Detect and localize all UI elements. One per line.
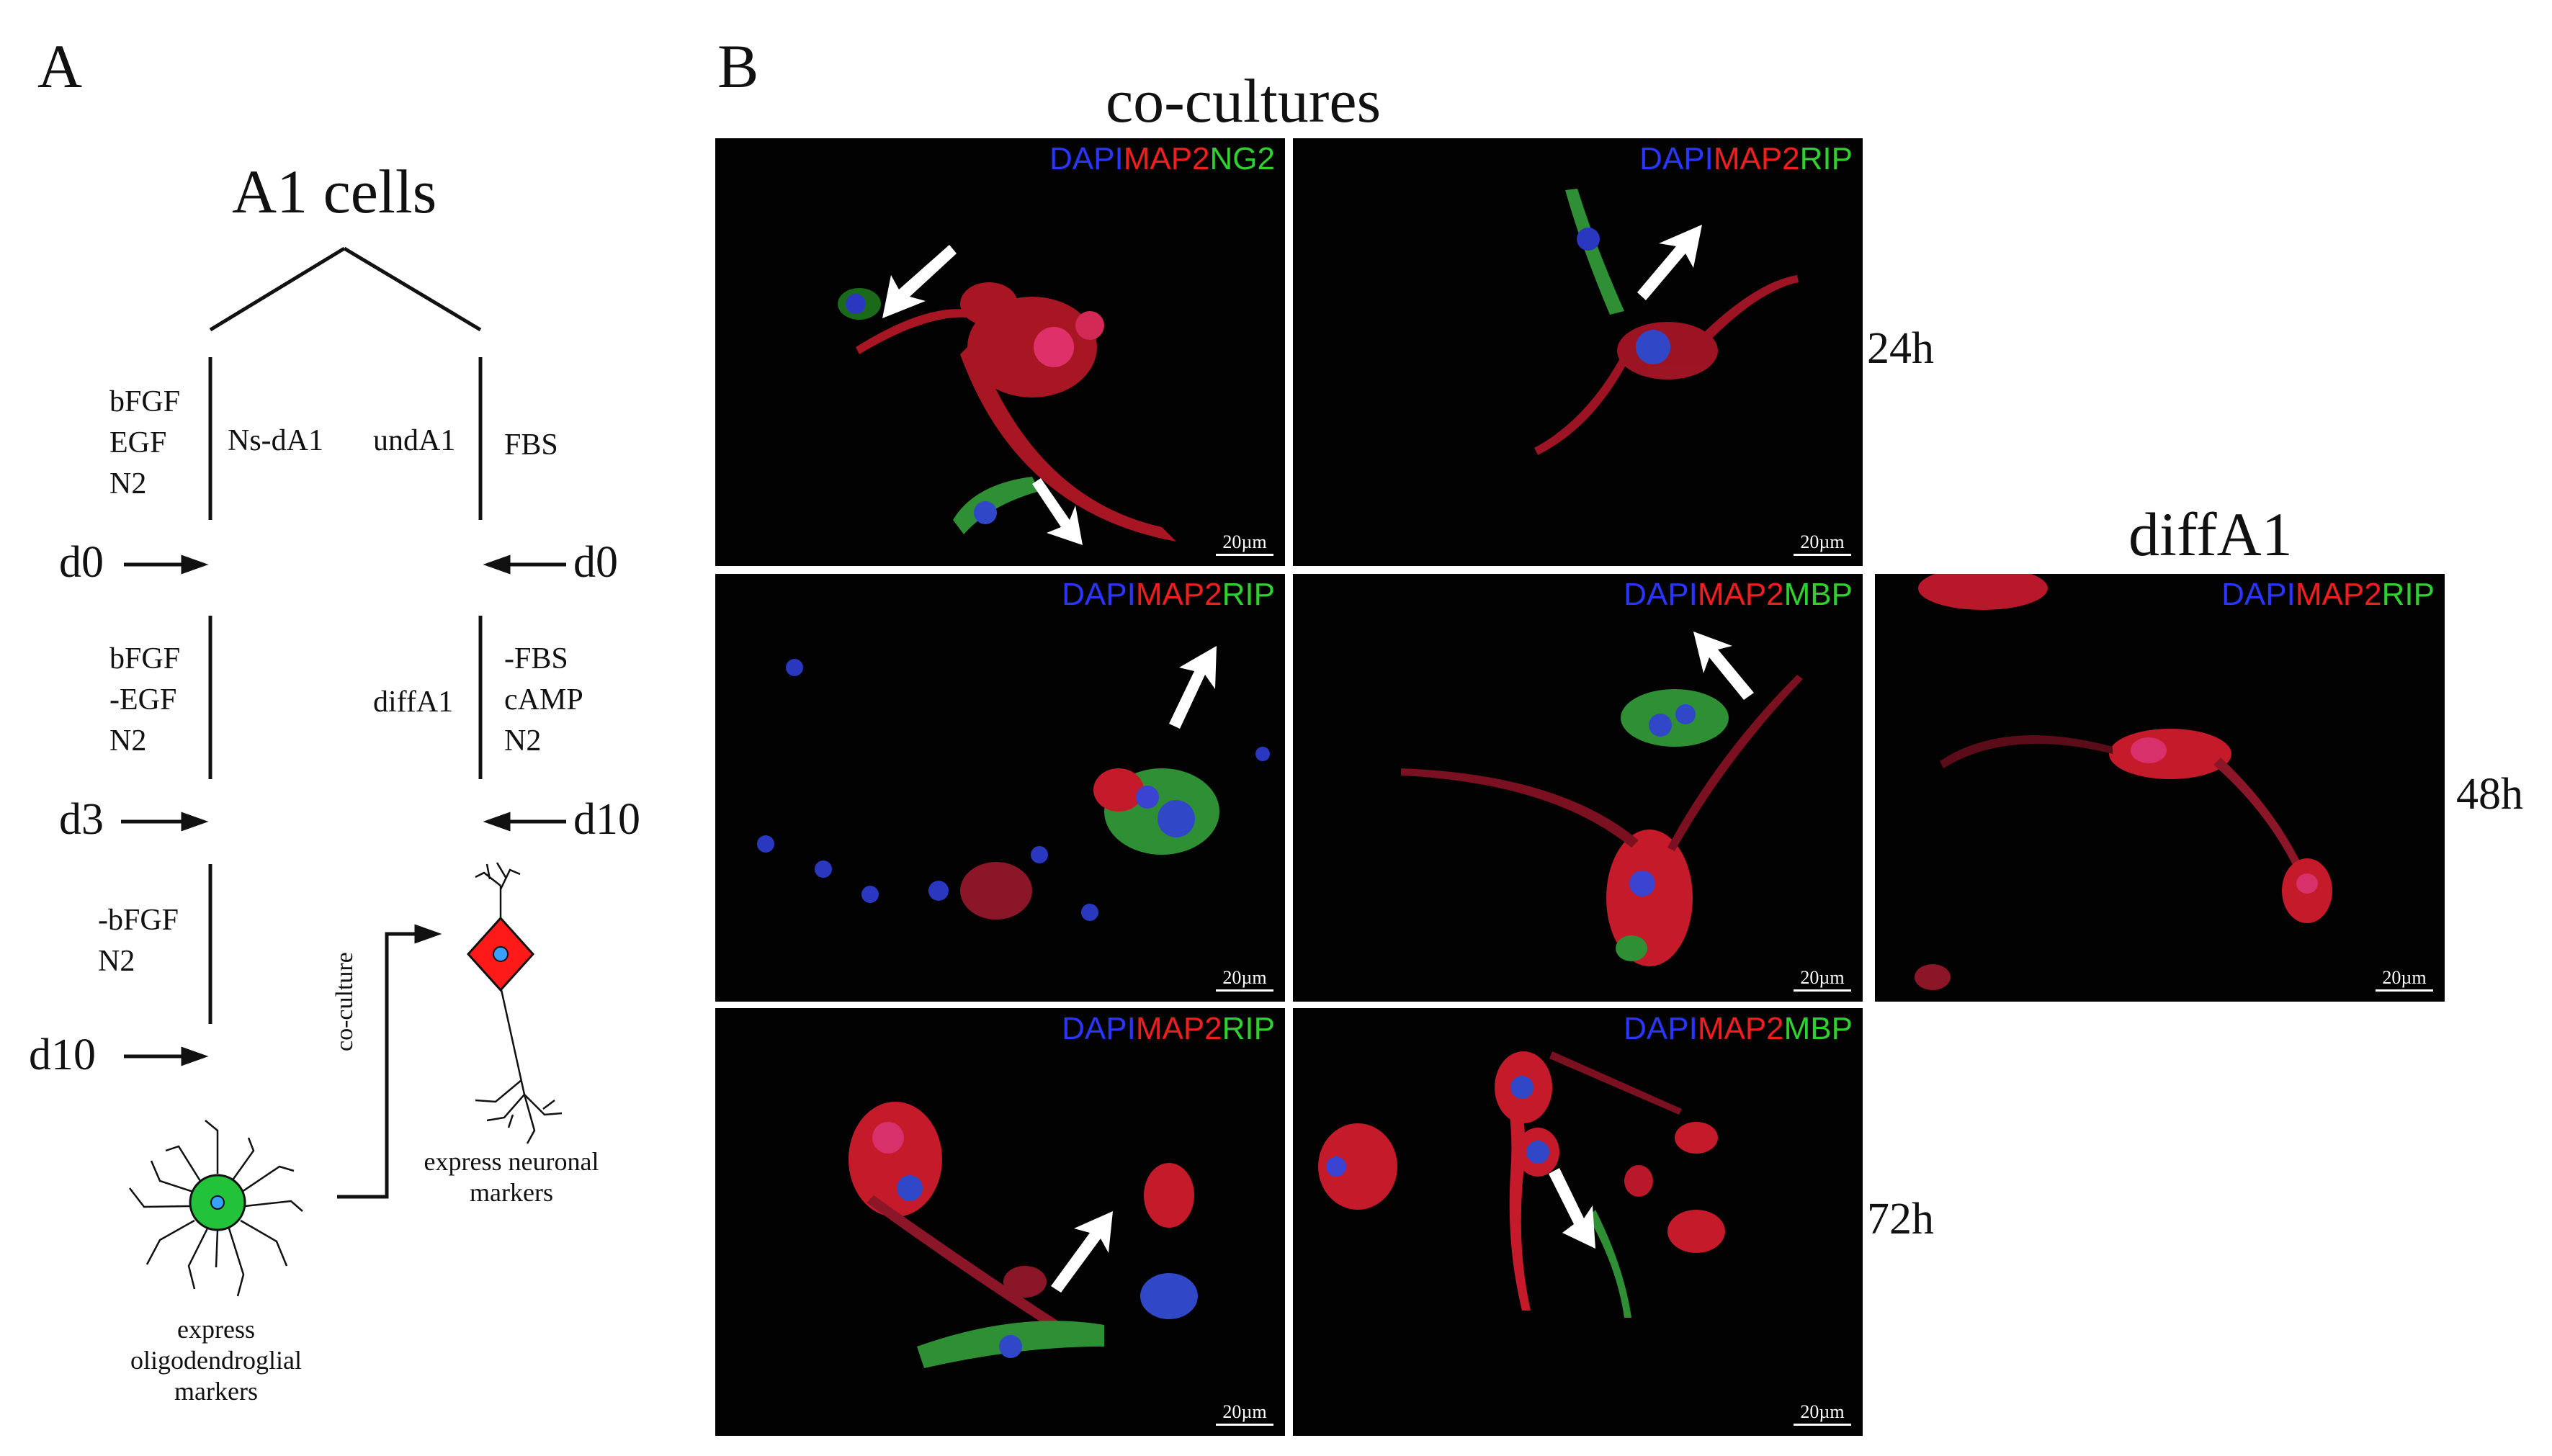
day-label-d0-right: d0: [573, 538, 618, 587]
scale-bar: 20µm: [1794, 531, 1851, 556]
panel-b-letter: B: [717, 32, 759, 101]
right-stage1-list: FBS: [504, 425, 558, 466]
arrow-d3: [181, 812, 209, 832]
stain-label: DAPIMAP2MBP: [1624, 577, 1853, 612]
stain-label: DAPIMAP2MBP: [1624, 1011, 1853, 1046]
scale-bar: 20µm: [1216, 1401, 1273, 1426]
coculture-bracket: [337, 932, 426, 1199]
diff-a1-label: diffA1: [373, 686, 454, 719]
left-stage3-list: -bFGF N2: [98, 900, 179, 982]
stain-label: DAPIMAP2NG2: [1049, 141, 1275, 176]
left-stage3-item: -bFGF: [98, 904, 179, 937]
left-stage2-list: bFGF -EGF N2: [109, 639, 180, 762]
left-stage1-list: bFGF EGF N2: [109, 382, 180, 505]
micrograph-48h-rip: DAPIMAP2RIP 20µm: [715, 574, 1285, 1002]
arrow-d10-right: [483, 812, 511, 832]
left-stage1-item: bFGF: [109, 385, 181, 418]
time-label-48h: 48h: [2456, 770, 2523, 819]
stain-label: DAPIMAP2RIP: [1062, 577, 1275, 612]
panel-a-lines: [121, 246, 566, 1297]
branch-right-line: [343, 246, 482, 332]
branch-left-line: [209, 246, 346, 332]
left-stage3-item: N2: [98, 945, 135, 978]
arrow-d0-left: [181, 554, 209, 575]
right-stage1-item: FBS: [504, 428, 558, 462]
time-label-72h: 72h: [1867, 1195, 1934, 1244]
micrograph-72h-mbp: DAPIMAP2MBP 20µm: [1293, 1008, 1863, 1436]
left-stage2-item: N2: [109, 724, 147, 758]
scale-bar: 20µm: [1794, 1401, 1851, 1426]
left-stage1-item: EGF: [109, 426, 167, 459]
scale-bar: 20µm: [1794, 967, 1851, 992]
right-stage2-item: cAMP: [504, 683, 583, 716]
micrograph-48h-mbp: DAPIMAP2MBP 20µm: [1293, 574, 1863, 1002]
arrow-d10-left: [181, 1046, 209, 1066]
time-label-24h: 24h: [1867, 324, 1934, 373]
panel-a-letter: A: [37, 32, 83, 101]
scale-bar: 20µm: [1216, 531, 1273, 556]
ns-da1-label: Ns-dA1: [228, 424, 323, 457]
a1-cells-title: A1 cells: [232, 157, 437, 226]
micrograph-72h-rip: DAPIMAP2RIP 20µm: [715, 1008, 1285, 1436]
oligo-caption: express oligodendroglial markers: [130, 1315, 302, 1406]
arrow-d0-right: [483, 554, 511, 575]
left-stage1-item: N2: [109, 467, 147, 500]
day-label-d3: d3: [59, 795, 104, 844]
right-stage2-list: -FBS cAMP N2: [504, 639, 583, 762]
left-stage2-item: -EGF: [109, 683, 177, 716]
und-a1-label: undA1: [373, 424, 456, 457]
day-label-d0-left: d0: [59, 538, 104, 587]
diffa1-title: diffA1: [2128, 500, 2293, 569]
day-label-d10-right: d10: [573, 795, 640, 844]
arrow-coculture: [414, 924, 442, 944]
neuron-caption: express neuronal markers: [424, 1147, 599, 1208]
coculture-label: co-culture: [331, 952, 358, 1051]
right-stage2-item: -FBS: [504, 642, 568, 675]
day-label-d10-left: d10: [29, 1030, 96, 1079]
right-stage2-item: N2: [504, 724, 542, 758]
left-stage2-item: bFGF: [109, 642, 181, 675]
oligodendrocyte-icon: [129, 1120, 303, 1297]
stain-label: DAPIMAP2RIP: [2221, 577, 2435, 612]
micrograph-24h-rip: DAPIMAP2RIP 20µm: [1293, 138, 1863, 566]
scale-bar: 20µm: [2376, 967, 2433, 992]
stain-label: DAPIMAP2RIP: [1639, 141, 1853, 176]
cocultures-title: co-cultures: [1106, 66, 1382, 135]
neuron-icon: [466, 862, 563, 1144]
micrograph-24h-ng2: DAPIMAP2NG2 20µm: [715, 138, 1285, 566]
stain-label: DAPIMAP2RIP: [1062, 1011, 1275, 1046]
scale-bar: 20µm: [1216, 967, 1273, 992]
micrograph-48h-diffa1-rip: DAPIMAP2RIP 20µm: [1875, 574, 2445, 1002]
